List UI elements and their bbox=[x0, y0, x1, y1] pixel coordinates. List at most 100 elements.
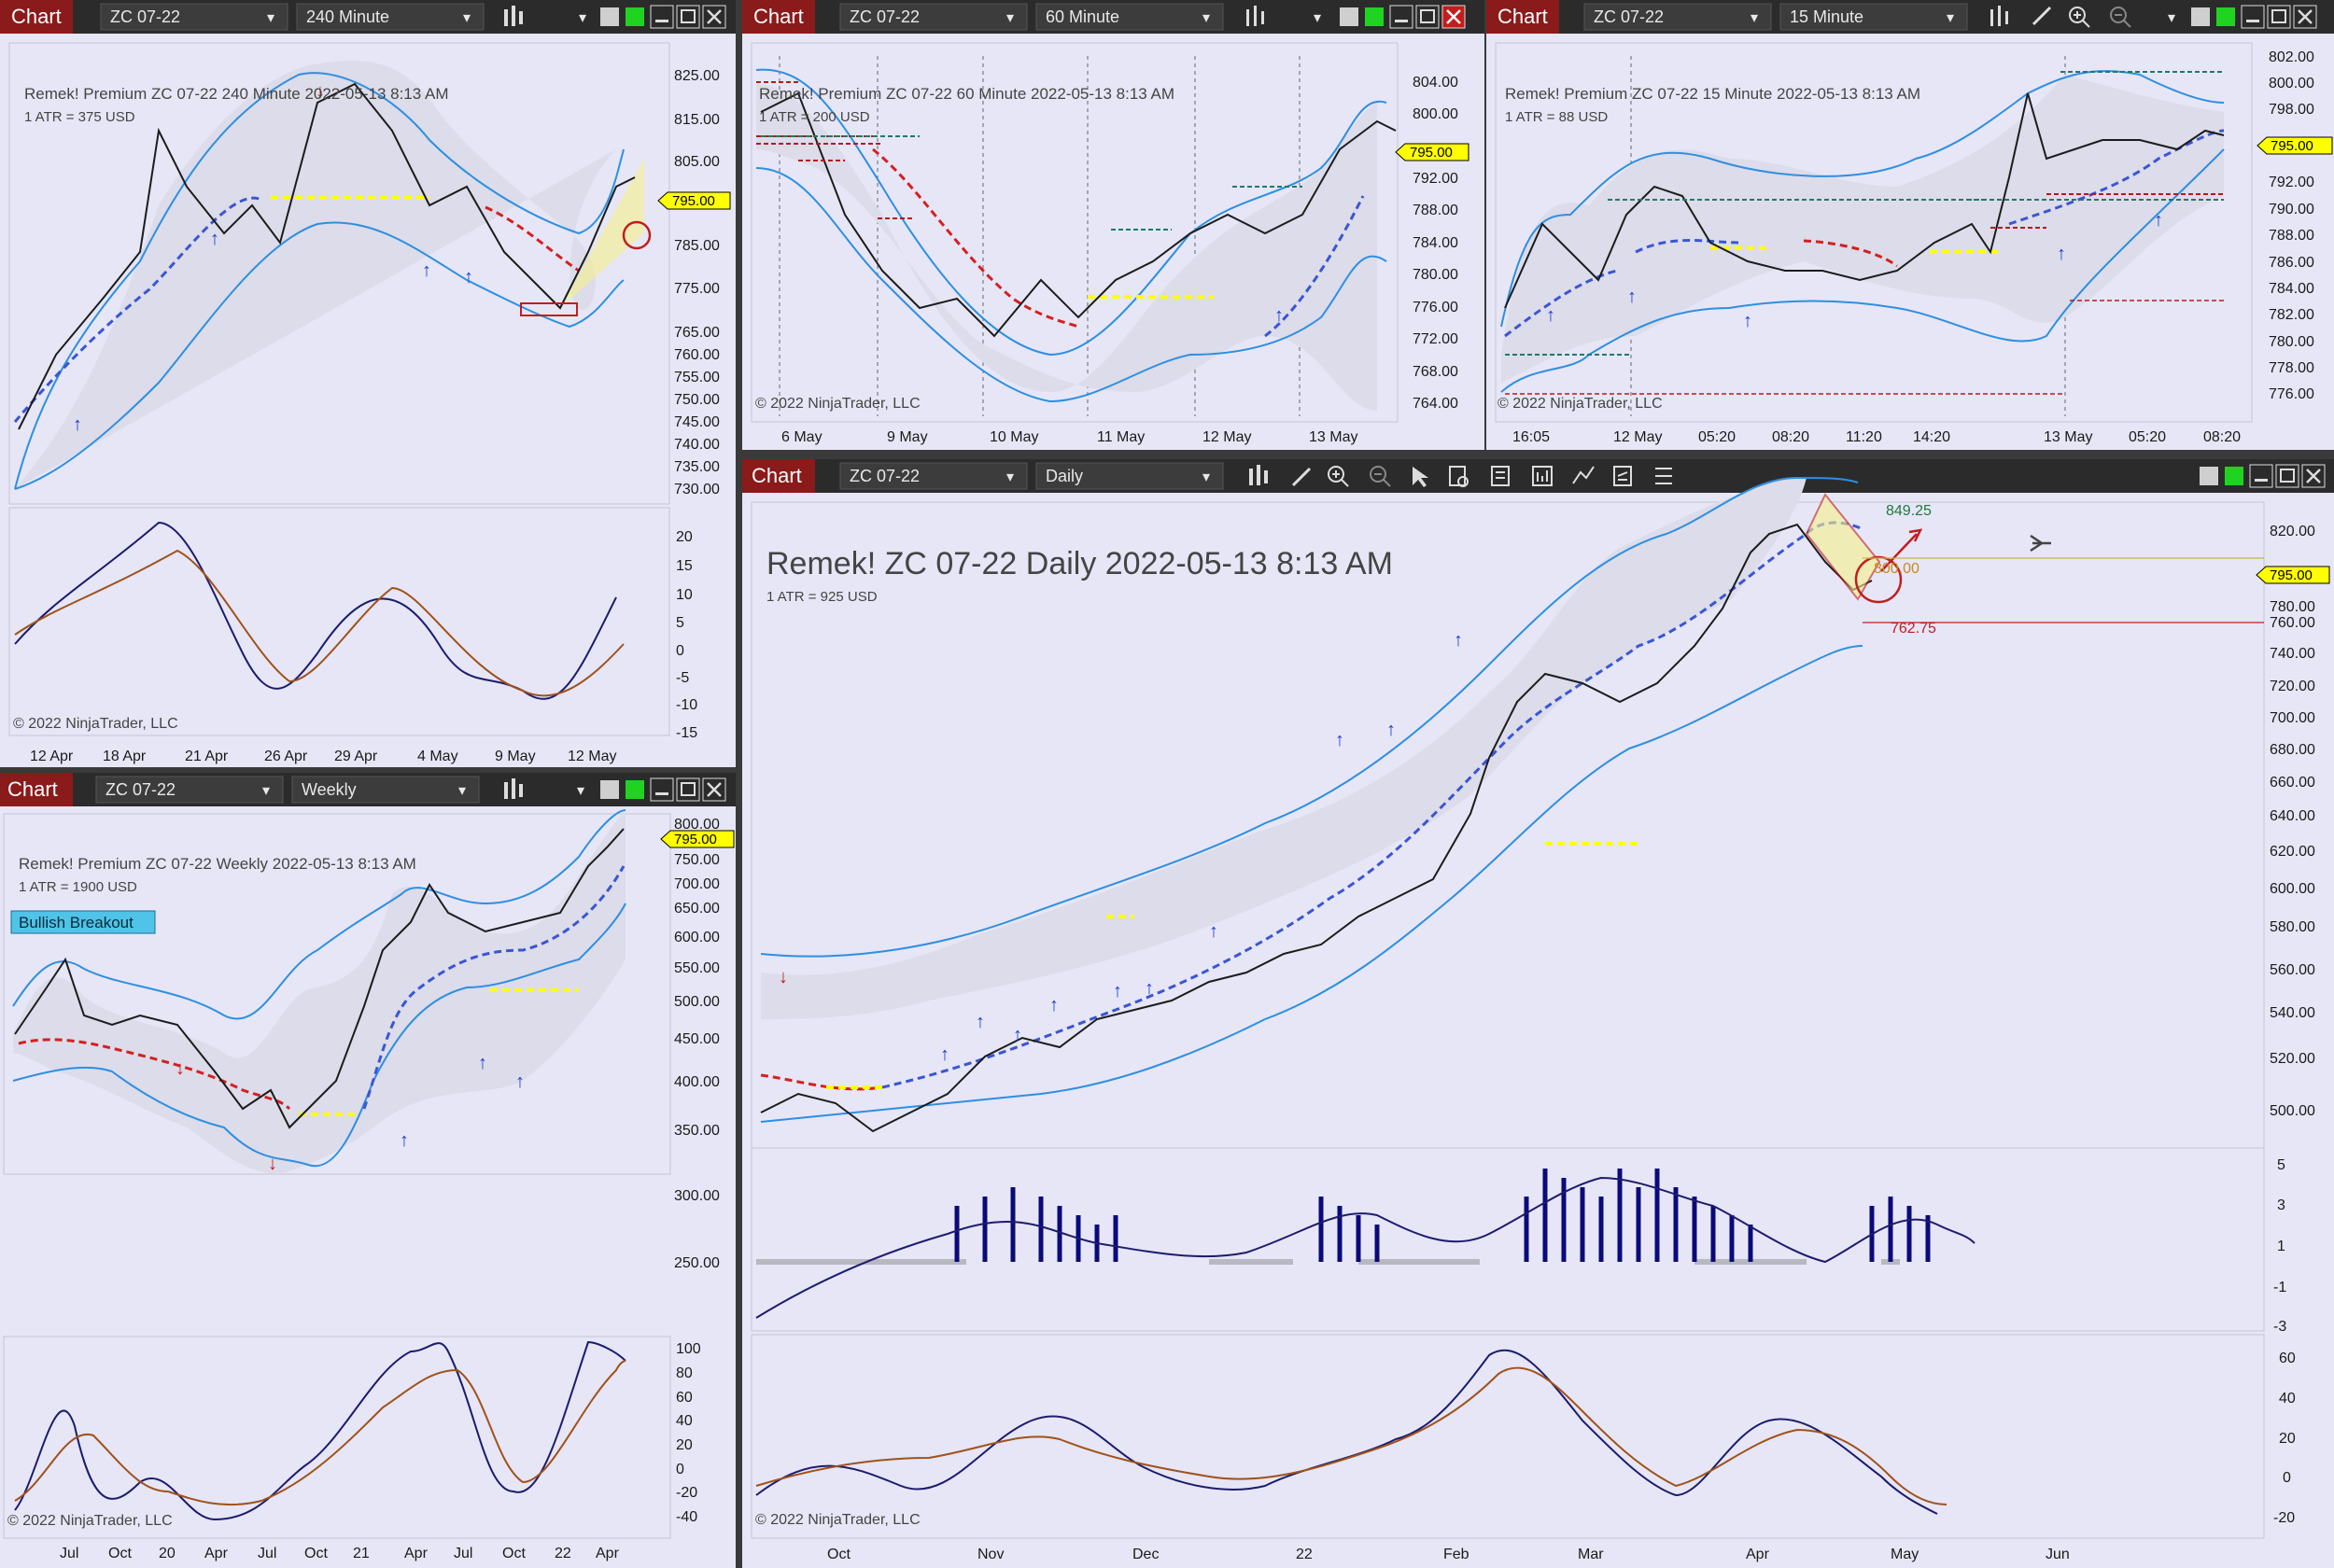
svg-text:6 May: 6 May bbox=[781, 429, 823, 445]
chart-tab[interactable]: Chart bbox=[0, 0, 73, 34]
svg-text:29 Apr: 29 Apr bbox=[334, 749, 378, 764]
price-panel[interactable]: ↑ ↑ ↑ ↑ ↑ Remek! Premium ZC 07-22 15 Min… bbox=[1495, 42, 2333, 423]
oscillator-panel[interactable]: © 2022 NinjaTrader, LLC 100 80 60 40 20 … bbox=[3, 1336, 701, 1539]
minimize-icon[interactable] bbox=[2249, 464, 2273, 488]
toolbar-overflow-icon[interactable]: ▾ bbox=[2168, 10, 2175, 26]
data-box-icon[interactable] bbox=[1449, 466, 1469, 487]
window-color-swatch-gray[interactable] bbox=[2200, 467, 2218, 485]
chart-style-icon[interactable] bbox=[504, 778, 523, 799]
price-panel[interactable]: ↓ ↓ ↑ ↑ ↑ Remek! Premium ZC 07-22 Weekly… bbox=[3, 809, 735, 1271]
svg-text:772.00: 772.00 bbox=[1413, 331, 1458, 347]
price-tag: 795.00 bbox=[657, 191, 731, 210]
window-color-swatch-green[interactable] bbox=[626, 7, 644, 26]
maximize-icon[interactable] bbox=[1415, 5, 1440, 29]
chart-window-240min: Chart ZC 07-22 ▾ 240 Minute ▾ ▾ bbox=[0, 0, 736, 767]
templates-icon[interactable] bbox=[1491, 466, 1510, 486]
chart-style-icon[interactable] bbox=[1990, 6, 2008, 26]
svg-text:11 May: 11 May bbox=[1097, 429, 1145, 445]
svg-text:350.00: 350.00 bbox=[674, 1123, 720, 1139]
chart-tab[interactable]: Chart bbox=[1486, 0, 1559, 34]
svg-text:790.00: 790.00 bbox=[2269, 202, 2314, 217]
oscillator-panel[interactable]: © 2022 NinjaTrader, LLC 60 40 20 0 -20 bbox=[751, 1334, 2296, 1539]
window-color-swatch-gray[interactable] bbox=[600, 7, 619, 26]
svg-text:13 May: 13 May bbox=[1309, 429, 1357, 445]
svg-text:795.00: 795.00 bbox=[2270, 567, 2313, 583]
svg-text:Daily: Daily bbox=[1046, 467, 1083, 485]
chart-style-icon[interactable] bbox=[1249, 465, 1268, 485]
chart-tab[interactable]: Chart bbox=[742, 0, 815, 34]
maximize-icon[interactable] bbox=[676, 777, 700, 802]
timeframe-selector[interactable]: 240 Minute ▾ bbox=[296, 3, 485, 31]
window-color-swatch-green[interactable] bbox=[2225, 467, 2243, 485]
close-icon[interactable] bbox=[1441, 5, 1466, 29]
back-arrow-icon[interactable] bbox=[2030, 534, 2051, 553]
indicators-icon[interactable] bbox=[1572, 466, 1595, 484]
histogram-panel[interactable]: 5 3 1 -1 -3 bbox=[751, 1147, 2286, 1335]
object-list-icon[interactable] bbox=[1655, 468, 1672, 484]
window-color-swatch-green[interactable] bbox=[2216, 7, 2235, 26]
minimize-icon[interactable] bbox=[650, 777, 674, 802]
zoom-out-icon[interactable] bbox=[1370, 466, 1391, 487]
window-color-swatch-green[interactable] bbox=[1365, 7, 1384, 26]
properties-icon[interactable] bbox=[1613, 466, 1632, 486]
window-color-swatch-gray[interactable] bbox=[2191, 7, 2210, 26]
svg-text:600.00: 600.00 bbox=[674, 930, 720, 945]
svg-text:60: 60 bbox=[676, 1390, 693, 1406]
minimize-icon[interactable] bbox=[1389, 5, 1413, 29]
atr-label: 1 ATR = 1900 USD bbox=[19, 879, 137, 895]
window-color-swatch-gray[interactable] bbox=[1340, 7, 1358, 26]
maximize-icon[interactable] bbox=[2275, 464, 2299, 488]
price-panel[interactable]: ↑ ↑ ↑ ↑ ↓ Remek! Premium ZC 07-22 240 Mi… bbox=[8, 42, 731, 505]
sell-signal-arrow: ↓ bbox=[268, 1154, 277, 1174]
oscillator-panel[interactable]: © 2022 NinjaTrader, LLC 20 15 10 5 0 -5 … bbox=[8, 507, 697, 741]
price-panel[interactable]: 849.25 800.00 762.75 ↓ ↑ ↑ ↑ ↑ ↑ ↑ ↑ ↑ ↑… bbox=[751, 476, 2330, 1188]
timeframe-selector[interactable]: 60 Minute ▾ bbox=[1035, 3, 1224, 31]
strategies-icon[interactable] bbox=[1532, 466, 1553, 486]
chart-tab[interactable]: Chart bbox=[0, 773, 73, 806]
chart-style-icon[interactable] bbox=[1246, 6, 1264, 26]
zoom-out-icon[interactable] bbox=[2110, 7, 2131, 28]
maximize-icon[interactable] bbox=[676, 5, 700, 29]
price-panel[interactable]: ↑ Remek! Premium ZC 07-22 60 Minute 2022… bbox=[751, 42, 1469, 423]
timeframe-selector[interactable]: 15 Minute ▾ bbox=[1779, 3, 1968, 31]
close-icon[interactable] bbox=[702, 777, 726, 802]
zoom-in-icon[interactable] bbox=[2069, 7, 2090, 28]
svg-text:ZC 07-22: ZC 07-22 bbox=[110, 7, 180, 26]
window-color-swatch-green[interactable] bbox=[626, 780, 644, 799]
chart-style-icon[interactable] bbox=[504, 6, 523, 26]
price-axis: 804.00 800.00 792.00 788.00 784.00 780.0… bbox=[1413, 75, 1458, 412]
draw-tool-icon[interactable] bbox=[1291, 467, 1312, 487]
svg-text:08:20: 08:20 bbox=[1772, 429, 1809, 445]
close-icon[interactable] bbox=[702, 5, 726, 29]
minimize-icon[interactable] bbox=[650, 5, 674, 29]
instrument-selector[interactable]: ZC 07-22 ▾ bbox=[95, 776, 284, 804]
window-color-swatch-gray[interactable] bbox=[600, 780, 619, 799]
timeframe-selector[interactable]: Daily ▾ bbox=[1035, 462, 1224, 490]
instrument-selector[interactable]: ZC 07-22 ▾ bbox=[839, 462, 1028, 490]
instrument-selector[interactable]: ZC 07-22 ▾ bbox=[100, 3, 288, 31]
toolbar-overflow-icon[interactable]: ▾ bbox=[1314, 10, 1321, 26]
minimize-icon[interactable] bbox=[2241, 5, 2265, 29]
buy-signal-arrow: ↑ bbox=[515, 1071, 525, 1092]
svg-text:745.00: 745.00 bbox=[674, 414, 720, 430]
maximize-icon[interactable] bbox=[2267, 5, 2291, 29]
svg-text:640.00: 640.00 bbox=[2270, 808, 2315, 824]
svg-text:776.00: 776.00 bbox=[2269, 386, 2314, 402]
svg-text:0: 0 bbox=[676, 1462, 684, 1477]
chart-tab[interactable]: Chart bbox=[742, 459, 815, 493]
svg-text:60: 60 bbox=[2279, 1351, 2296, 1366]
close-icon[interactable] bbox=[2301, 464, 2326, 488]
instrument-selector[interactable]: ZC 07-22 ▾ bbox=[1583, 3, 1772, 31]
timeframe-selector[interactable]: Weekly ▾ bbox=[291, 776, 480, 804]
draw-tool-icon[interactable] bbox=[2032, 6, 2052, 26]
pointer-icon[interactable] bbox=[1413, 467, 1428, 487]
buy-signal-arrow: ↑ bbox=[478, 1053, 487, 1073]
svg-text:26 Apr: 26 Apr bbox=[264, 749, 308, 764]
svg-text:760.00: 760.00 bbox=[674, 347, 720, 363]
instrument-selector[interactable]: ZC 07-22 ▾ bbox=[839, 3, 1028, 31]
toolbar-overflow-icon[interactable]: ▾ bbox=[579, 10, 586, 26]
zoom-in-icon[interactable] bbox=[1328, 466, 1349, 487]
svg-text:755.00: 755.00 bbox=[674, 370, 720, 385]
close-icon[interactable] bbox=[2293, 5, 2317, 29]
toolbar-overflow-icon[interactable]: ▾ bbox=[577, 783, 584, 799]
